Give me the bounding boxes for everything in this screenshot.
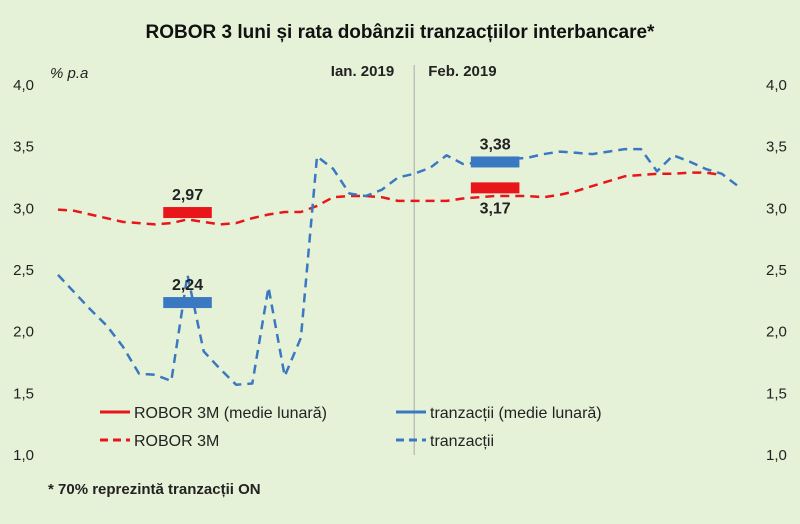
average-segment (163, 297, 212, 309)
average-segment (470, 156, 520, 168)
y-tick-right: 2,5 (766, 262, 787, 279)
y-tick-left: 3,0 (13, 200, 34, 217)
y-tick-right: 2,0 (766, 324, 787, 341)
y-tick-left: 3,5 (13, 139, 34, 156)
period-label: Feb. 2019 (428, 63, 496, 80)
data-label: 3,38 (480, 136, 511, 153)
y-tick-right: 4,0 (766, 77, 787, 94)
average-segment (163, 207, 212, 219)
average-segment (470, 182, 520, 194)
y-tick-left: 1,5 (13, 385, 34, 402)
series-line (57, 171, 722, 226)
plot-area (57, 65, 739, 455)
footnote: * 70% reprezintă tranzacții ON (48, 481, 261, 498)
data-label: 2,97 (172, 187, 203, 204)
y-tick-left: 2,0 (13, 324, 34, 341)
series-line (57, 147, 739, 386)
y-tick-left: 2,5 (13, 262, 34, 279)
chart-title: ROBOR 3 luni și rata dobânzii tranzacții… (146, 22, 655, 43)
legend-label: ROBOR 3M (134, 433, 219, 450)
unit-label: % p.a (50, 65, 88, 82)
legend-label: tranzacții (430, 433, 494, 450)
data-label: 3,17 (480, 200, 511, 217)
data-label: 2,24 (172, 277, 203, 294)
y-tick-right: 3,5 (766, 139, 787, 156)
y-tick-left: 1,0 (13, 447, 34, 464)
y-tick-right: 3,0 (766, 200, 787, 217)
y-tick-right: 1,0 (766, 447, 787, 464)
y-axis-left: 1,0 1,5 2,0 2,5 3,0 3,5 4,0 (13, 77, 34, 464)
y-axis-right: 1,0 1,5 2,0 2,5 3,0 3,5 4,0 (766, 77, 787, 464)
segment-labels: 2,97 3,17 2,24 3,38 (172, 136, 511, 294)
legend: ROBOR 3M (medie lunară) tranzacții (medie… (100, 405, 602, 450)
y-tick-left: 4,0 (13, 77, 34, 94)
legend-label: tranzacții (medie lunară) (430, 405, 602, 422)
y-tick-right: 1,5 (766, 385, 787, 402)
period-labels: Ian. 2019 Feb. 2019 (331, 63, 497, 80)
legend-label: ROBOR 3M (medie lunară) (134, 405, 327, 422)
period-label: Ian. 2019 (331, 63, 394, 80)
